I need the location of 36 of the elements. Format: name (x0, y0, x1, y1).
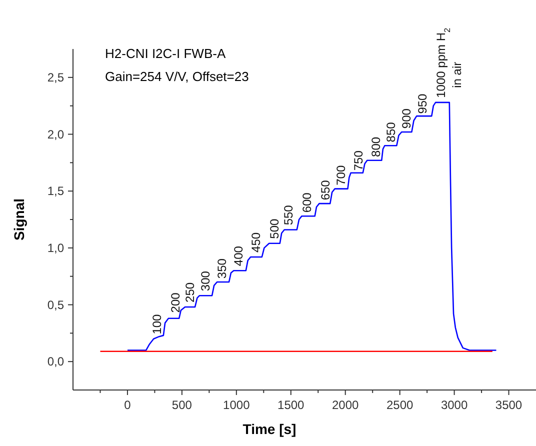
annotation: 600 (300, 192, 314, 213)
annotation: 650 (318, 180, 333, 200)
annotation: 250 (183, 282, 198, 302)
x-tick-label: 3000 (440, 398, 468, 412)
annotation: 750 (351, 150, 366, 171)
annotation: 950 (416, 93, 430, 114)
annotation: 100 (150, 314, 164, 334)
text: Gain=254 V/V, Offset=23 (105, 69, 249, 84)
annotation: 200 (168, 292, 182, 313)
x-tick-label: 2000 (332, 398, 360, 412)
annotation: 900 (399, 108, 414, 129)
x-tick-label: 500 (172, 398, 192, 412)
annotation: in air (450, 62, 464, 88)
x-tick-label: 1500 (278, 398, 305, 412)
y-tick-label: 1,5 (47, 184, 64, 198)
x-tick-label: 2500 (386, 398, 414, 412)
x-tick-label: 0 (124, 398, 132, 412)
y-tick-label: 1,0 (47, 240, 64, 255)
annotation: 800 (368, 136, 383, 157)
y-axis-title: Signal (11, 198, 27, 241)
x-tick-label: 1000 (223, 398, 250, 412)
annotation: 300 (198, 270, 212, 292)
chart-title: H2-CNI I2C-I FWB-A (105, 46, 226, 61)
y-tick-label: 2,0 (47, 127, 64, 142)
x-tick-label: 3500 (495, 398, 522, 412)
annotation: 700 (334, 165, 348, 186)
annotation: 400 (232, 246, 246, 266)
annotation: 550 (282, 204, 296, 226)
y-tick-label: 0,5 (47, 298, 64, 312)
annotation: 500 (268, 218, 282, 239)
annotation: 450 (249, 232, 264, 252)
y-tick-label: 0,0 (47, 354, 64, 369)
annotation: 350 (215, 258, 230, 279)
x-axis-title: Time [s] (242, 421, 296, 437)
annotation: 850 (384, 122, 398, 142)
y-tick-label: 2,5 (47, 70, 64, 84)
